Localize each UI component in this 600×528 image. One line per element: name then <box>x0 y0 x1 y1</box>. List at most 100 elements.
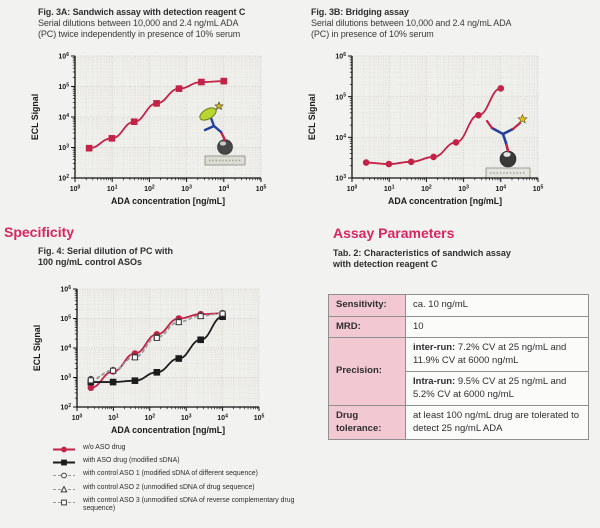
legend-label: with control ASO 1 (modified sDNA of dif… <box>83 470 258 478</box>
svg-text:101: 101 <box>107 184 118 193</box>
fig3a-caption-line1: Serial dilutions between 10,000 and 2.4 … <box>38 18 239 28</box>
svg-text:105: 105 <box>58 82 69 91</box>
precision-label: Precision: <box>328 337 406 406</box>
intra-run-lead: Intra-run: <box>413 376 456 387</box>
precision-intra-run-value: Intra-run: 9.5% CV at 25 ng/mL and 5.2% … <box>405 371 589 406</box>
legend-marker-icon <box>53 499 75 506</box>
assay-parameters-table: Sensitivity: ca. 10 ng/mL MRD: 10 Precis… <box>328 294 589 440</box>
drug-tolerance-value: at least 100 ng/mL drug are tolerated to… <box>405 405 589 440</box>
x-axis-label: ADA concentration [ng/mL] <box>111 196 225 206</box>
series-markers <box>85 77 228 152</box>
inter-run-text: 7.2% CV at 25 ng/mL and 11.9% CV at 6000… <box>413 342 567 366</box>
fig4-caption-line2: 100 ng/mL control ASOs <box>38 257 143 267</box>
legend-item: with control ASO 2 (unmodified sDNA of d… <box>52 484 312 494</box>
fig3a-chart: 100 101 102 103 104 105 102 103 104 105 106 ADA con… <box>30 52 266 206</box>
svg-text:104: 104 <box>217 413 228 422</box>
fig3a-caption: Fig. 3A: Sandwich assay with detection r… <box>38 7 300 40</box>
inter-run-lead: inter-run: <box>413 342 456 353</box>
x-axis-label: ADA concentration [ng/mL] <box>111 425 225 435</box>
fig3a-caption-line2: (PC) twice independently in presence of … <box>38 29 241 39</box>
svg-text:103: 103 <box>181 184 192 193</box>
mrd-label: MRD: <box>328 315 406 338</box>
drug-tolerance-label: Drug tolerance: <box>328 405 406 440</box>
legend-item: with ASO drug (modified sDNA) <box>52 457 312 467</box>
tab2-caption: Tab. 2: Characteristics of sandwich assa… <box>333 248 511 270</box>
legend-item: w/o ASO drug <box>52 444 312 454</box>
sensitivity-label: Sensitivity: <box>328 294 406 317</box>
table-row: MRD: 10 <box>328 315 589 338</box>
legend-label: with ASO drug (modified sDNA) <box>83 457 180 465</box>
legend-item: with control ASO 1 (modified sDNA of dif… <box>52 470 312 480</box>
series-markers <box>87 310 226 384</box>
legend-label: w/o ASO drug <box>83 444 126 451</box>
svg-text:101: 101 <box>108 413 119 422</box>
fig3b-title: Fig. 3B: Bridging assay <box>311 7 409 17</box>
svg-text:103: 103 <box>58 143 69 152</box>
svg-text:105: 105 <box>60 314 71 323</box>
svg-text:102: 102 <box>60 403 71 412</box>
svg-text:103: 103 <box>181 413 192 422</box>
svg-text:100: 100 <box>72 413 83 422</box>
fig4-legend: w/o ASO drug with ASO drug (modified sDNA… <box>52 444 312 514</box>
fig3a-title: Fig. 3A: Sandwich assay with detection r… <box>38 7 246 17</box>
table-row: Intra-run: 9.5% CV at 25 ng/mL and 5.2% … <box>329 371 589 406</box>
table-row: Drug tolerance: at least 100 ng/mL drug … <box>328 405 589 440</box>
assay-parameters-heading: Assay Parameters <box>333 225 455 241</box>
svg-text:101: 101 <box>384 184 395 193</box>
tab2-caption-line1: Tab. 2: Characteristics of sandwich assa… <box>333 248 511 258</box>
svg-text:103: 103 <box>458 184 469 193</box>
fig3b-caption: Fig. 3B: Bridging assay Serial dilutions… <box>311 7 573 40</box>
legend-label: with control ASO 2 (unmodified sDNA of d… <box>83 483 255 491</box>
svg-text:106: 106 <box>60 285 71 294</box>
mrd-value: 10 <box>405 315 589 338</box>
svg-text:100: 100 <box>70 184 81 193</box>
specificity-heading: Specificity <box>4 224 75 240</box>
svg-text:104: 104 <box>60 344 71 353</box>
fig3b-caption-line2: (PC) in presence of 10% serum <box>311 29 434 39</box>
svg-text:102: 102 <box>144 184 155 193</box>
fig3b-caption-line1: Serial dilutions between 10,000 and 2.4 … <box>311 18 512 28</box>
svg-text:102: 102 <box>144 413 155 422</box>
sandwich-assay-icon <box>199 101 246 166</box>
x-axis-label: ADA concentration [ng/mL] <box>388 196 502 206</box>
series-markers <box>362 85 505 168</box>
fig4-caption: Fig. 4: Serial dilution of PC with 100 n… <box>38 246 173 268</box>
axis-ticks: 100 101 102 103 104 105 102 103 104 105 106 <box>58 52 266 193</box>
svg-text:104: 104 <box>218 184 229 193</box>
svg-text:103: 103 <box>60 373 71 382</box>
precision-inter-run-value: inter-run: 7.2% CV at 25 ng/mL and 11.9%… <box>405 337 589 372</box>
legend-marker-icon <box>53 446 75 453</box>
y-axis-label: ECL Signal <box>30 94 40 140</box>
intra-run-text: 9.5% CV at 25 ng/mL and 5.2% CV at 6000 … <box>413 376 567 400</box>
svg-text:104: 104 <box>495 184 506 193</box>
svg-text:104: 104 <box>335 133 346 142</box>
svg-text:100: 100 <box>347 184 358 193</box>
svg-text:105: 105 <box>335 93 346 102</box>
svg-text:105: 105 <box>533 184 544 193</box>
y-axis-label: ECL Signal <box>307 94 317 140</box>
axis-ticks: 100 101 102 103 104 105 102 103 104 105 106 <box>60 285 264 422</box>
svg-text:102: 102 <box>58 174 69 183</box>
svg-text:105: 105 <box>256 184 267 193</box>
legend-marker-icon <box>53 485 75 492</box>
fig4-caption-line1: Fig. 4: Serial dilution of PC with <box>38 246 173 256</box>
svg-text:106: 106 <box>58 52 69 61</box>
legend-item: with control ASO 3 (unmodified sDNA of r… <box>52 497 312 514</box>
bridging-assay-icon <box>485 113 531 179</box>
legend-label: with control ASO 3 (unmodified sDNA of r… <box>83 496 295 513</box>
svg-text:104: 104 <box>58 113 69 122</box>
table-row: Precision: inter-run: 7.2% CV at 25 ng/m… <box>328 337 589 406</box>
svg-text:106: 106 <box>335 52 346 61</box>
legend-marker-icon <box>53 459 75 466</box>
sensitivity-value: ca. 10 ng/mL <box>405 294 589 317</box>
svg-text:103: 103 <box>335 174 346 183</box>
svg-text:105: 105 <box>254 413 265 422</box>
y-axis-label: ECL Signal <box>32 325 42 371</box>
fig3b-chart: 100 101 102 103 104 105 103 104 105 106 ADA concen… <box>307 52 543 206</box>
legend-marker-icon <box>53 472 75 479</box>
svg-text:102: 102 <box>421 184 432 193</box>
table-row: Sensitivity: ca. 10 ng/mL <box>328 294 589 317</box>
axis-ticks: 100 101 102 103 104 105 103 104 105 106 <box>335 52 543 193</box>
fig4-chart: 100 101 102 103 104 105 102 103 104 105 106 ADA con… <box>32 285 264 435</box>
